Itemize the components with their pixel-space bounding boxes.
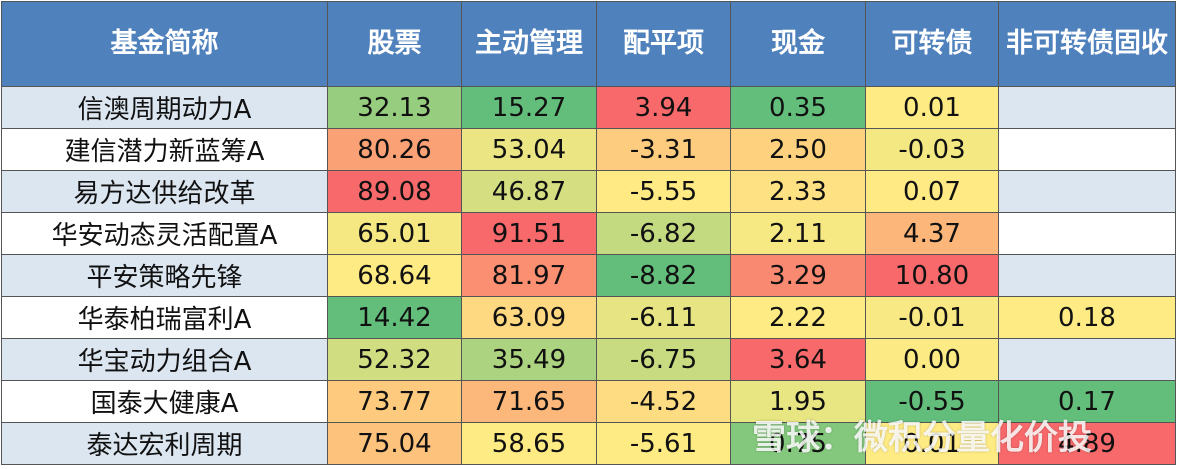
cell: 3.94	[596, 86, 731, 129]
cell: 0.35	[730, 86, 866, 129]
table-row: 信澳周期动力A 32.13 15.27 3.94 0.35 0.01	[1, 86, 1176, 129]
cell: 81.97	[461, 254, 597, 297]
cell: -6.82	[596, 212, 731, 255]
cell: 0.18	[998, 296, 1176, 339]
column-header: 股票	[327, 1, 462, 87]
cell: 75.04	[327, 422, 462, 465]
column-header: 可转债	[865, 1, 999, 87]
cell: 0.00	[865, 338, 999, 381]
cell: 65.01	[327, 212, 462, 255]
column-header: 配平项	[596, 1, 731, 87]
header-row: 基金简称 股票 主动管理 配平项 现金 可转债 非可转债固收	[1, 1, 1176, 87]
column-header: 基金简称	[1, 1, 328, 87]
cell: 0.01	[865, 422, 999, 465]
cell: -0.55	[865, 380, 999, 423]
fund-name: 华安动态灵活配置A	[1, 212, 328, 255]
cell: 73.77	[327, 380, 462, 423]
cell	[998, 86, 1176, 129]
table-row: 建信潜力新蓝筹A 80.26 53.04 -3.31 2.50 -0.03	[1, 128, 1176, 171]
table-row: 国泰大健康A 73.77 71.65 -4.52 1.95 -0.55 0.17	[1, 380, 1176, 423]
table-row: 易方达供给改革 89.08 46.87 -5.55 2.33 0.07	[1, 170, 1176, 213]
cell: 14.42	[327, 296, 462, 339]
cell: 32.13	[327, 86, 462, 129]
cell	[998, 170, 1176, 213]
cell: 4.89	[998, 422, 1176, 465]
cell: 58.65	[461, 422, 597, 465]
column-header: 非可转债固收	[998, 1, 1176, 87]
cell: -6.75	[596, 338, 731, 381]
cell: 68.64	[327, 254, 462, 297]
fund-name: 华泰柏瑞富利A	[1, 296, 328, 339]
cell: 2.50	[730, 128, 866, 171]
table-row: 华安动态灵活配置A 65.01 91.51 -6.82 2.11 4.37	[1, 212, 1176, 255]
table-row: 华泰柏瑞富利A 14.42 63.09 -6.11 2.22 -0.01 0.18	[1, 296, 1176, 339]
cell: 89.08	[327, 170, 462, 213]
cell: 15.27	[461, 86, 597, 129]
watermark: 雪球：微积分量化价投	[752, 418, 1092, 458]
cell: 10.80	[865, 254, 999, 297]
cell: 0.07	[865, 170, 999, 213]
cell: -0.03	[865, 128, 999, 171]
cell: 91.51	[461, 212, 597, 255]
cell: -0.01	[865, 296, 999, 339]
cell: 2.22	[730, 296, 866, 339]
column-header: 主动管理	[461, 1, 597, 87]
fund-name: 平安策略先锋	[1, 254, 328, 297]
fund-name: 国泰大健康A	[1, 380, 328, 423]
fund-name: 华宝动力组合A	[1, 338, 328, 381]
column-header: 现金	[730, 1, 866, 87]
cell: 63.09	[461, 296, 597, 339]
cell: 1.95	[730, 380, 866, 423]
cell: 53.04	[461, 128, 597, 171]
table-row: 泰达宏利周期 75.04 58.65 -5.61 0.75 0.01 4.89	[1, 422, 1176, 465]
fund-name: 易方达供给改革	[1, 170, 328, 213]
cell: -8.82	[596, 254, 731, 297]
table-row: 华宝动力组合A 52.32 35.49 -6.75 3.64 0.00	[1, 338, 1176, 381]
cell: 35.49	[461, 338, 597, 381]
cell: -6.11	[596, 296, 731, 339]
cell: -5.61	[596, 422, 731, 465]
cell: 52.32	[327, 338, 462, 381]
cell: 2.33	[730, 170, 866, 213]
fund-name: 信澳周期动力A	[1, 86, 328, 129]
cell: 46.87	[461, 170, 597, 213]
cell: 0.75	[730, 422, 866, 465]
cell: 71.65	[461, 380, 597, 423]
cell	[998, 254, 1176, 297]
cell: 2.11	[730, 212, 866, 255]
cell: 4.37	[865, 212, 999, 255]
cell	[998, 338, 1176, 381]
table-row: 平安策略先锋 68.64 81.97 -8.82 3.29 10.80	[1, 254, 1176, 297]
fund-name: 泰达宏利周期	[1, 422, 328, 465]
cell: 0.17	[998, 380, 1176, 423]
fund-name: 建信潜力新蓝筹A	[1, 128, 328, 171]
cell: 3.29	[730, 254, 866, 297]
cell: 3.64	[730, 338, 866, 381]
cell: -5.55	[596, 170, 731, 213]
cell: 0.01	[865, 86, 999, 129]
cell	[998, 128, 1176, 171]
cell: -3.31	[596, 128, 731, 171]
table-body: 信澳周期动力A 32.13 15.27 3.94 0.35 0.01 建信潜力新蓝筹A 80.…	[1, 86, 1176, 465]
cell	[998, 212, 1176, 255]
cell: 80.26	[327, 128, 462, 171]
cell: -4.52	[596, 380, 731, 423]
